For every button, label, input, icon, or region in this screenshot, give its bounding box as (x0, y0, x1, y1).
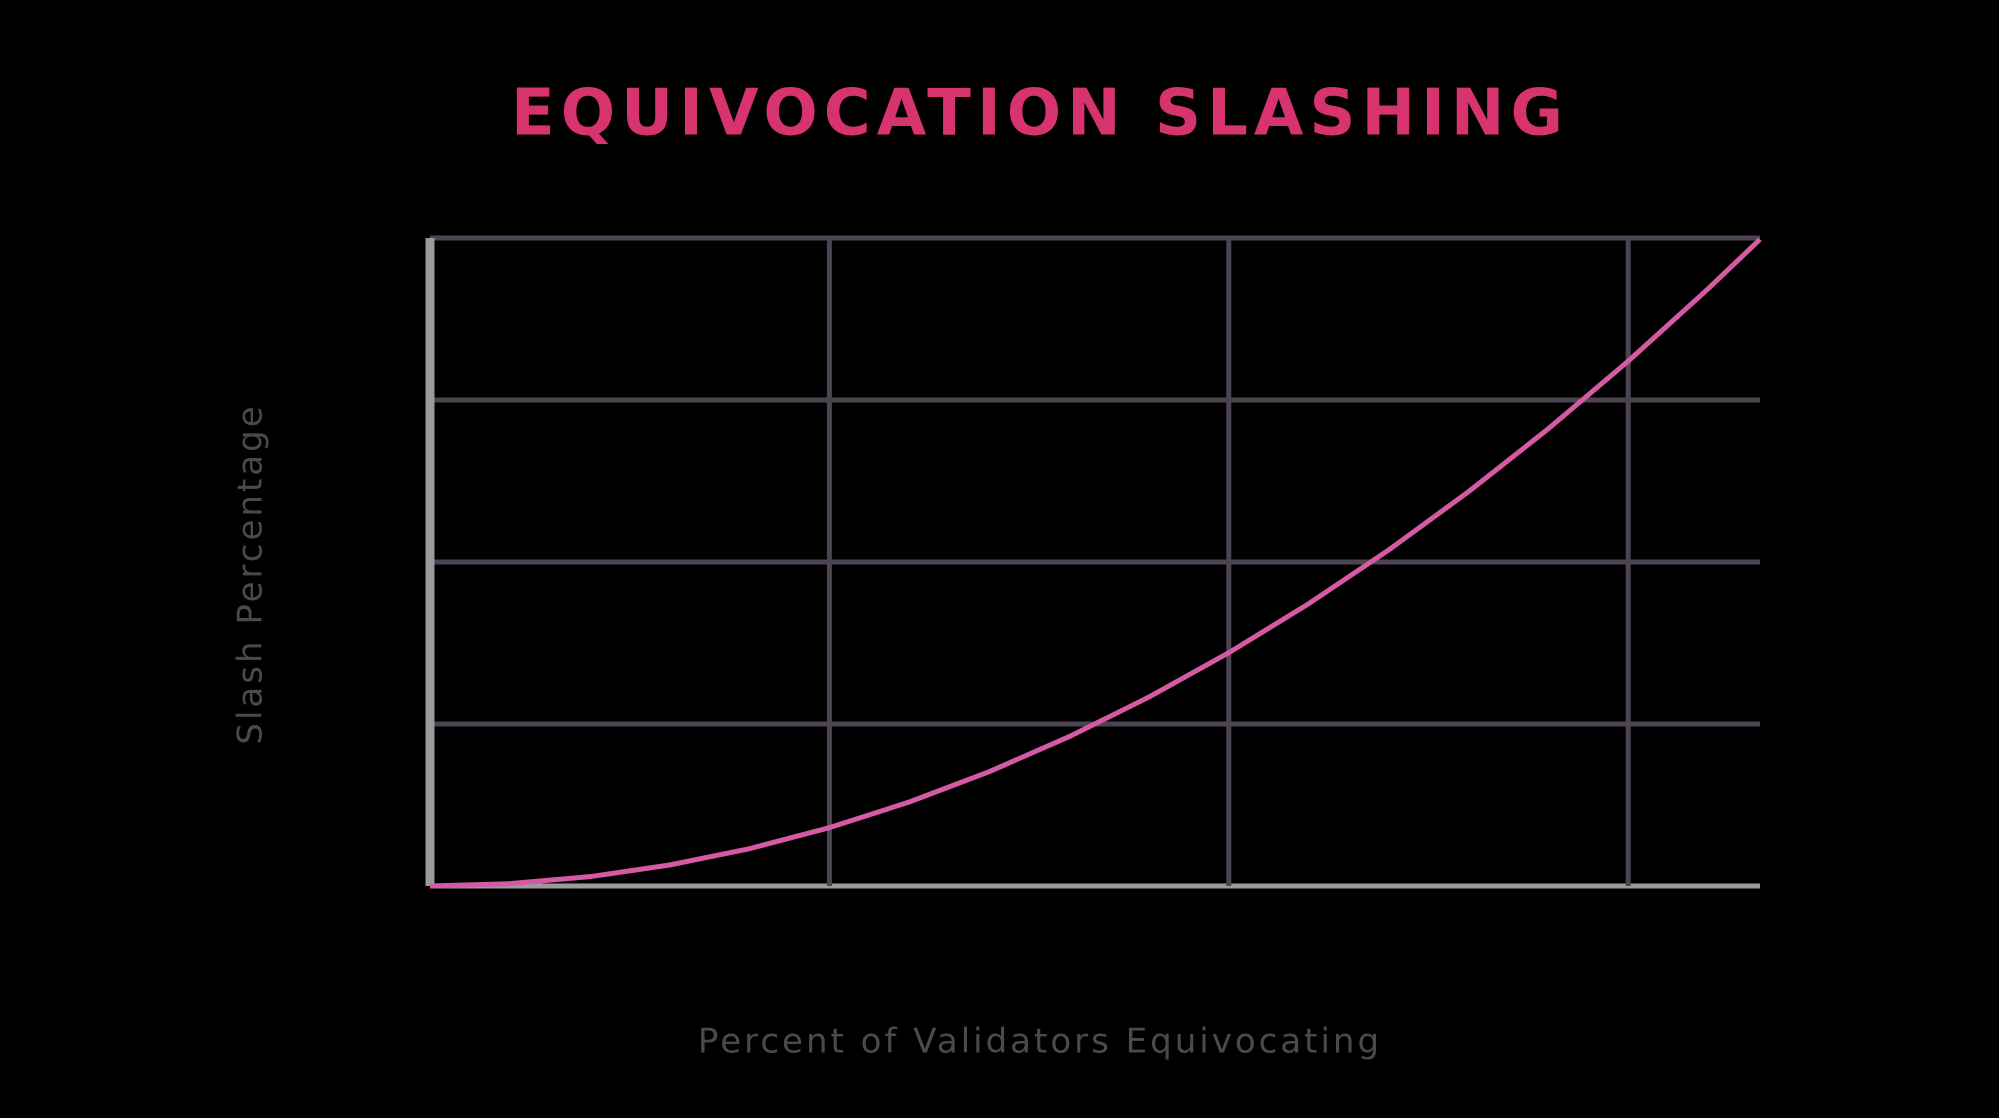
chart-title: EQUIVOCATION SLASHING (511, 77, 1569, 151)
x-axis-label: Percent of Validators Equivocating (698, 1022, 1382, 1062)
line (429, 237, 1762, 889)
y-axis-label: Slash Percentage (231, 403, 271, 744)
